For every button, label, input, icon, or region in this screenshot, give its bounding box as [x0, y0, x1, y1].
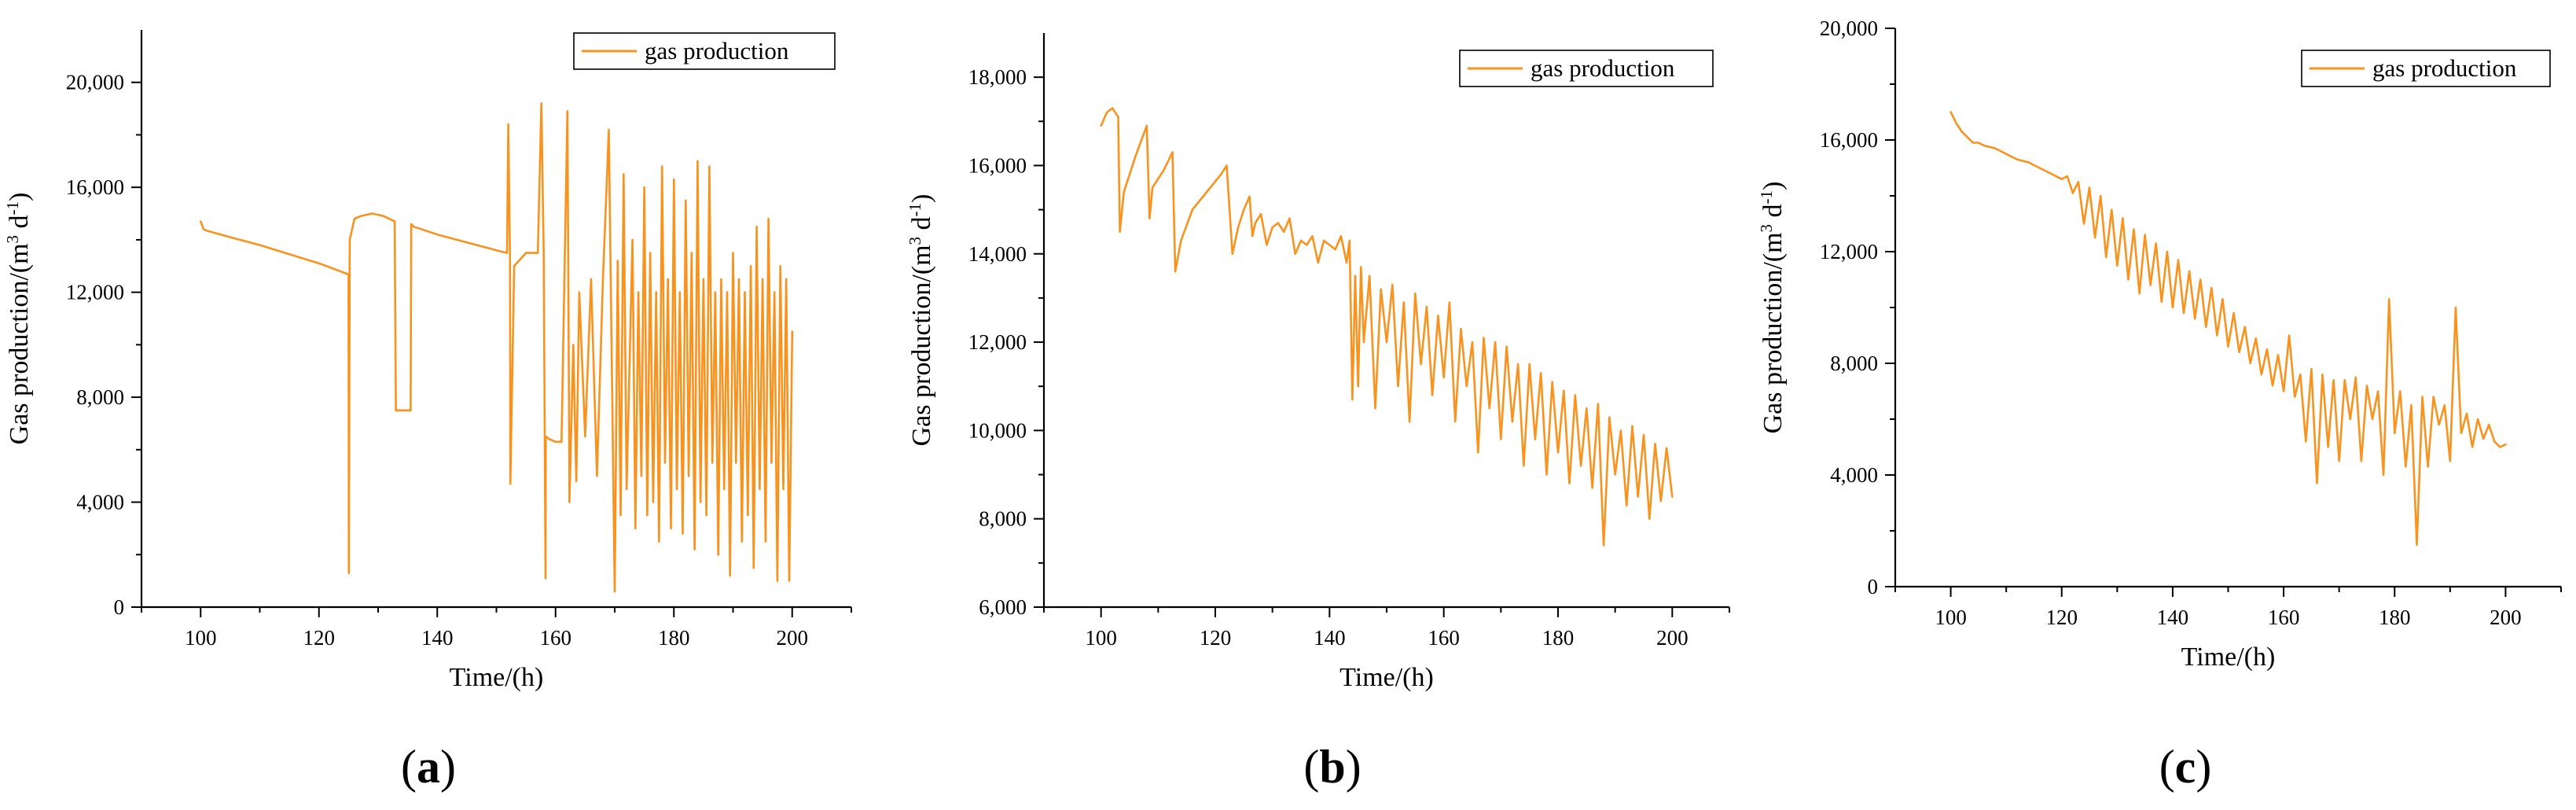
- panel-a-y-axis-title: Gas production/(m3 d-1): [3, 193, 34, 445]
- panel-c-legend-label: gas production: [2372, 54, 2517, 82]
- panel-a-y-tick-label: 4,000: [76, 491, 124, 514]
- panel-c-x-tick-label: 160: [2268, 606, 2300, 629]
- panel-c-y-tick-label: 8,000: [1830, 352, 1878, 375]
- panel-c-y-tick-label: 4,000: [1830, 463, 1878, 487]
- panel-b-y-tick-label: 14,000: [968, 242, 1027, 266]
- panel-c-y-tick-label: 20,000: [1820, 17, 1878, 40]
- panel-c-x-tick-label: 100: [1935, 606, 1967, 629]
- panel-b-x-tick-label: 180: [1542, 626, 1575, 650]
- panel-b-x-tick-label: 100: [1085, 626, 1117, 650]
- panel-b-y-tick-label: 8,000: [979, 507, 1027, 531]
- panel-b-legend-label: gas production: [1531, 54, 1675, 82]
- panel-b-y-tick-label: 12,000: [968, 330, 1027, 354]
- panel-a-y-tick-label: 20,000: [66, 71, 124, 94]
- panel-a-x-tick-label: 100: [185, 626, 217, 650]
- panel-c-y-tick-label: 0: [1868, 575, 1879, 598]
- panel-a-legend-label: gas production: [645, 37, 789, 64]
- panel-a-x-tick-label: 200: [777, 626, 809, 650]
- panel-c-x-tick-label: 140: [2157, 606, 2189, 629]
- panel-c-x-axis-title: Time/(h): [2181, 642, 2276, 672]
- panel-a-x-tick-label: 160: [540, 626, 572, 650]
- panel-a-label: (a): [401, 741, 456, 793]
- panel-a-y-tick-label: 16,000: [66, 175, 124, 199]
- panel-b-y-tick-label: 6,000: [979, 595, 1027, 619]
- panel-b-x-tick-label: 200: [1656, 626, 1689, 650]
- panel-c: 100 120 140 160 180 200 0 4,000 8,000 12,000 16,00…: [1757, 17, 2562, 793]
- panel-b-label: (b): [1303, 741, 1361, 793]
- panel-c-x-tick-label: 200: [2490, 606, 2522, 629]
- panel-c-x-tick-label: 120: [2046, 606, 2078, 629]
- panel-b-x-axis-title: Time/(h): [1339, 663, 1434, 692]
- panel-c-series-gas-production: [1949, 111, 2507, 547]
- panel-a-x-tick-label: 180: [658, 626, 690, 650]
- panel-b-y-tick-label: 16,000: [968, 153, 1027, 177]
- panel-a: 100 120 140 160 180 200 0 4,000 8,000 12,000 16,00…: [3, 30, 852, 793]
- panel-a-y-tick-label: 8,000: [76, 385, 124, 409]
- panel-c-label: (c): [2159, 741, 2212, 793]
- panel-c-x-tick-label: 180: [2379, 606, 2411, 629]
- panel-b-x-tick-label: 160: [1428, 626, 1460, 650]
- panel-b-y-tick-label: 18,000: [968, 65, 1027, 89]
- panel-a-y-tick-label: 12,000: [66, 281, 124, 304]
- panel-c-y-tick-label: 12,000: [1820, 240, 1878, 263]
- panel-c-y-axis-title: Gas production/(m3 d-1): [1757, 182, 1788, 434]
- panel-a-x-axis-title: Time/(h): [450, 663, 544, 692]
- panel-b-x-tick-label: 140: [1314, 626, 1346, 650]
- panel-a-x-tick-label: 120: [303, 626, 336, 650]
- panel-a-x-tick-label: 140: [421, 626, 454, 650]
- panel-b-series-gas-production: [1100, 107, 1674, 547]
- panel-b-y-axis-title: Gas production/(m3 d-1): [906, 194, 936, 447]
- panel-b-x-tick-label: 120: [1200, 626, 1232, 650]
- panel-a-series-gas-production: [200, 102, 794, 593]
- panel-a-y-tick-label: 0: [114, 595, 125, 619]
- panel-b: 100 120 140 160 180 200 6,000 8,000 10,000 12,000…: [906, 33, 1730, 793]
- panel-b-y-tick-label: 10,000: [968, 418, 1027, 442]
- panel-c-y-tick-label: 16,000: [1820, 128, 1878, 152]
